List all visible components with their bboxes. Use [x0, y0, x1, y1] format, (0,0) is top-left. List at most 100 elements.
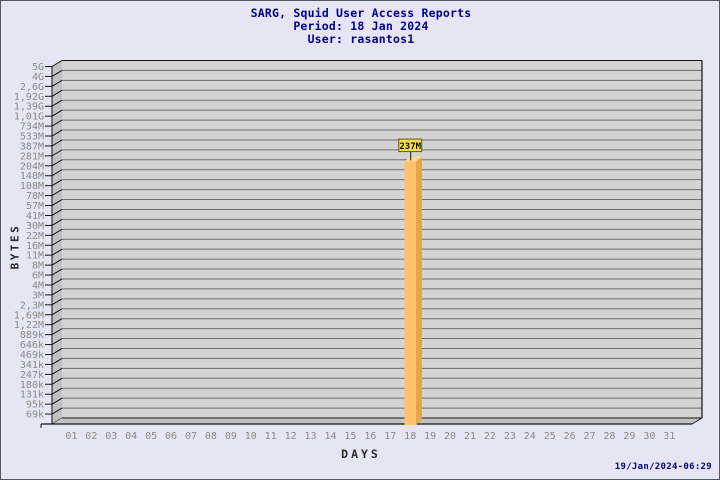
y-tick-label: 108M — [20, 181, 44, 192]
x-tick-label: 15 — [344, 431, 356, 442]
wall-slant-line — [51, 397, 63, 405]
wall-slant-line — [51, 70, 63, 77]
x-tick-label: 30 — [643, 431, 655, 442]
y-tick-label: 4G — [32, 72, 44, 83]
wall-slant-line — [51, 248, 63, 256]
chart-user: User: rasantos1 — [307, 32, 415, 46]
wall-slant-line — [51, 268, 63, 276]
x-tick-label: 10 — [245, 431, 257, 442]
y-tick-label: 131k — [20, 390, 44, 401]
wall-slant-line — [51, 338, 63, 345]
wall-slant-line — [51, 119, 63, 127]
chart-title-block: SARG, Squid User Access Reports Period: … — [1, 6, 719, 46]
y-tick-label: 2,6G — [20, 82, 44, 93]
y-tick-label: 95k — [26, 400, 44, 411]
floor-right-slant — [691, 417, 703, 425]
x-tick-label: 05 — [145, 431, 157, 442]
y-tick-label: 387M — [20, 141, 44, 152]
floor — [52, 418, 702, 424]
y-tick-label: 247k — [20, 370, 44, 381]
x-tick-label: 16 — [364, 431, 376, 442]
x-tick-label: 14 — [324, 431, 336, 442]
x-tick-label: 17 — [384, 431, 396, 442]
y-tick-label: 1,22M — [14, 320, 44, 331]
x-tick-label: 12 — [285, 431, 297, 442]
wall-slant-line — [51, 308, 63, 316]
y-tick-label: 148M — [20, 171, 44, 182]
y-tick-label: 11M — [26, 251, 44, 262]
wall-slant-line — [51, 228, 63, 236]
x-tick-label: 08 — [205, 431, 217, 442]
wall-slant-line — [51, 367, 63, 375]
wall-slant-line — [51, 209, 63, 216]
y-tick-label: 22M — [26, 231, 44, 242]
y-tick-label: 41M — [26, 211, 44, 222]
x-tick-label: 19 — [424, 431, 436, 442]
wall-slant-line — [51, 199, 63, 206]
wall-slant-line — [51, 377, 63, 385]
generation-timestamp: 19/Jan/2024-06:29 — [614, 462, 712, 472]
y-tick-label: 78M — [26, 191, 44, 202]
wall-slant-line — [51, 288, 63, 296]
y-tick-label: 4M — [32, 280, 44, 291]
y-tick-label: 1,39G — [14, 102, 44, 113]
y-tick-label: 1,01G — [14, 112, 44, 123]
y-tick-label: 281M — [20, 151, 44, 162]
x-tick-label: 27 — [584, 431, 596, 442]
y-tick-label: 469k — [20, 350, 44, 361]
y-tick-label: 57M — [26, 201, 44, 212]
x-tick-label: 26 — [564, 431, 576, 442]
y-axis-title: BYTES — [8, 223, 22, 270]
wall-slant-line — [51, 387, 63, 395]
wall-slant-line — [51, 139, 63, 147]
bar-value-label: 237M — [399, 142, 421, 152]
wall-slant-line — [51, 79, 63, 87]
wall-slant-line — [51, 318, 63, 326]
x-tick-label: 13 — [305, 431, 317, 442]
x-tick-label: 22 — [484, 431, 496, 442]
y-tick-label: 1,92G — [14, 92, 44, 103]
wall-slant-line — [51, 129, 63, 137]
y-tick-label: 646k — [20, 340, 44, 351]
x-tick-label: 31 — [663, 431, 675, 442]
x-tick-label: 02 — [85, 431, 97, 442]
wall-slant-line — [51, 278, 63, 286]
x-tick-label: 29 — [623, 431, 635, 442]
x-tick-label: 23 — [504, 431, 516, 442]
wall-slant-line — [51, 169, 63, 177]
bar — [404, 161, 416, 425]
wall-slant-line — [51, 109, 63, 117]
wall-slant-line — [51, 357, 63, 365]
wall-slant-line — [51, 149, 63, 157]
y-tick-label: 341k — [20, 360, 44, 371]
y-tick-label: 533M — [20, 132, 44, 143]
bar-side-face — [415, 156, 422, 425]
x-tick-label: 01 — [65, 431, 77, 442]
y-tick-label: 8M — [32, 261, 44, 272]
wall-slant-line — [51, 328, 63, 336]
y-tick-label: 204M — [20, 161, 44, 172]
wall-slant-line — [51, 99, 63, 107]
wall-slant-line — [51, 189, 63, 197]
x-tick-label: 20 — [444, 431, 456, 442]
wall-slant-line — [51, 238, 63, 246]
y-tick-label: 1,69M — [14, 310, 44, 321]
x-tick-label: 06 — [165, 431, 177, 442]
x-tick-label: 21 — [464, 431, 476, 442]
y-tick-label: 734M — [20, 122, 44, 133]
y-tick-label: 5G — [32, 62, 44, 73]
y-tick-label: 16M — [26, 241, 44, 252]
y-tick-label: 6M — [32, 271, 44, 282]
y-tick-label: 889k — [20, 330, 44, 341]
x-tick-label: 03 — [105, 431, 117, 442]
x-tick-label: 25 — [544, 431, 556, 442]
x-tick-label: 24 — [524, 431, 536, 442]
x-tick-label: 18 — [404, 431, 416, 442]
wall-slant-line — [51, 258, 63, 266]
chart-period: Period: 18 Jan 2024 — [293, 19, 429, 33]
wall-slant-line — [51, 159, 63, 167]
value-flag-box — [398, 138, 423, 153]
chart-title: SARG, Squid User Access Reports — [250, 6, 472, 20]
